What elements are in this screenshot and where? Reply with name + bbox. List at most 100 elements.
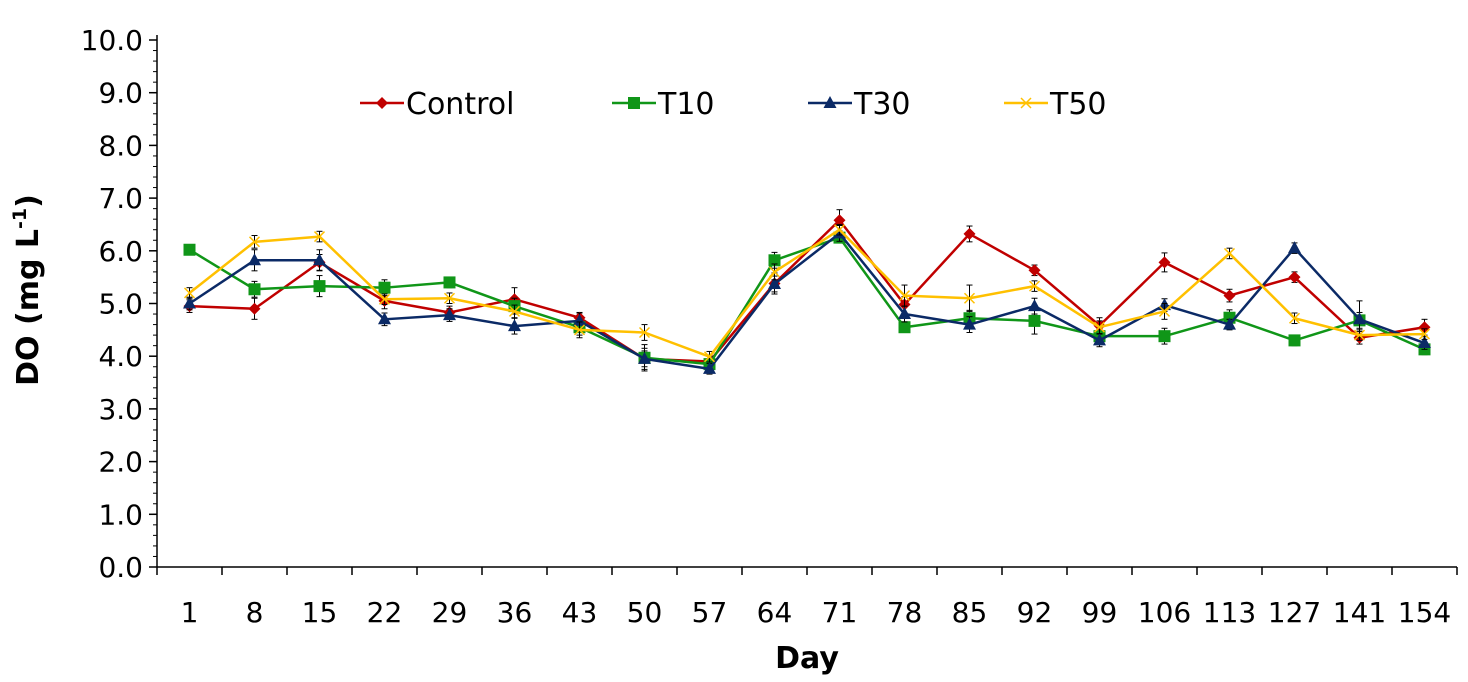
data-point bbox=[1158, 256, 1171, 269]
data-point bbox=[1223, 247, 1236, 259]
x-tick-label: 106 bbox=[1138, 596, 1191, 629]
y-axis-title-main: DO (mg L bbox=[11, 229, 46, 386]
series-layer bbox=[183, 209, 1431, 375]
x-marker-stroke bbox=[1093, 321, 1106, 333]
data-point bbox=[1028, 299, 1041, 312]
series-control bbox=[183, 209, 1431, 370]
x-tick-label: 78 bbox=[887, 596, 923, 629]
data-point bbox=[183, 296, 196, 309]
x-marker-stroke bbox=[1418, 328, 1431, 340]
data-point bbox=[443, 292, 456, 304]
legend-entry-control: Control bbox=[360, 87, 514, 122]
data-point bbox=[248, 253, 261, 266]
x-marker-stroke bbox=[183, 287, 196, 299]
data-point bbox=[898, 307, 911, 320]
data-point bbox=[1353, 329, 1366, 341]
y-tick-label: 3.0 bbox=[98, 393, 143, 426]
data-point bbox=[573, 324, 586, 336]
x-marker-stroke bbox=[378, 293, 391, 305]
x-marker-stroke bbox=[1028, 280, 1041, 292]
series-line bbox=[188, 236, 1426, 366]
data-point bbox=[443, 276, 456, 289]
x-axis-title: Day bbox=[775, 641, 839, 676]
data-point bbox=[1223, 317, 1236, 330]
legend-label: T10 bbox=[657, 87, 715, 122]
legend-entry-t30: T30 bbox=[808, 87, 911, 122]
y-tick-label: 6.0 bbox=[98, 235, 143, 268]
data-point bbox=[508, 305, 521, 317]
data-point bbox=[1028, 280, 1041, 292]
legend-entry-t50: T50 bbox=[1004, 87, 1107, 122]
x-marker-stroke bbox=[768, 266, 781, 278]
x-tick-label: 64 bbox=[757, 596, 793, 629]
x-tick-label: 36 bbox=[497, 596, 533, 629]
x-marker-stroke bbox=[833, 224, 846, 236]
x-tick-label: 113 bbox=[1203, 596, 1256, 629]
x-tick-label: 127 bbox=[1268, 596, 1321, 629]
x-tick-label: 154 bbox=[1398, 596, 1451, 629]
data-point bbox=[313, 231, 326, 243]
legend-entry-t10: T10 bbox=[612, 87, 715, 122]
series-t50 bbox=[183, 223, 1431, 363]
data-point bbox=[703, 351, 716, 363]
y-tick-label: 7.0 bbox=[98, 182, 143, 215]
legend-swatch-marker bbox=[376, 97, 388, 109]
y-tick-label: 9.0 bbox=[98, 77, 143, 110]
x-marker-stroke bbox=[1353, 329, 1366, 341]
data-point bbox=[378, 293, 391, 305]
data-point bbox=[638, 351, 651, 364]
x-tick-label: 50 bbox=[627, 596, 663, 629]
data-point bbox=[1223, 289, 1236, 302]
data-point bbox=[1158, 305, 1171, 317]
data-point bbox=[1418, 336, 1431, 349]
data-point bbox=[703, 361, 716, 374]
data-point bbox=[508, 319, 521, 332]
y-tick-label: 10.0 bbox=[81, 24, 143, 57]
x-tick-label: 71 bbox=[822, 596, 858, 629]
data-point bbox=[833, 214, 846, 227]
data-point bbox=[963, 317, 976, 330]
data-point bbox=[248, 236, 261, 248]
legend-swatch-marker bbox=[823, 96, 837, 108]
legend-label: T30 bbox=[853, 87, 911, 122]
data-point bbox=[768, 277, 781, 290]
legend-swatch-marker bbox=[628, 97, 640, 109]
y-axis-title-superscript: -1 bbox=[9, 208, 31, 229]
data-point bbox=[1288, 241, 1301, 254]
x-marker-stroke bbox=[443, 292, 456, 304]
x-tick-label: 92 bbox=[1017, 596, 1053, 629]
data-point bbox=[833, 224, 846, 236]
x-tick-label: 141 bbox=[1333, 596, 1386, 629]
data-point bbox=[378, 281, 391, 294]
x-marker-stroke bbox=[898, 290, 911, 302]
data-point bbox=[963, 292, 976, 304]
y-tick-label: 0.0 bbox=[98, 551, 143, 584]
x-marker-stroke bbox=[703, 351, 716, 363]
series-line bbox=[188, 228, 1425, 358]
series-line bbox=[188, 232, 1425, 371]
y-tick-label: 1.0 bbox=[98, 498, 143, 531]
data-point bbox=[248, 302, 261, 315]
legend-label: Control bbox=[406, 87, 514, 122]
x-marker-stroke bbox=[248, 236, 261, 248]
x-marker-stroke bbox=[1158, 305, 1171, 317]
data-point bbox=[573, 313, 586, 326]
y-tick-label: 2.0 bbox=[98, 446, 143, 479]
data-point bbox=[183, 287, 196, 299]
data-point bbox=[638, 326, 651, 339]
x-tick-label: 1 bbox=[181, 596, 199, 629]
x-marker-stroke bbox=[508, 305, 521, 317]
data-point bbox=[443, 308, 456, 321]
data-point bbox=[1288, 312, 1301, 324]
x-tick-label: 22 bbox=[367, 596, 403, 629]
x-tick-label: 85 bbox=[952, 596, 988, 629]
x-tick-label: 57 bbox=[692, 596, 728, 629]
y-axis-title-suffix: ) bbox=[11, 194, 46, 208]
x-marker-stroke bbox=[963, 292, 976, 304]
y-tick-label: 8.0 bbox=[98, 129, 143, 162]
data-point bbox=[1288, 334, 1301, 347]
x-marker-stroke bbox=[1020, 97, 1032, 109]
data-point bbox=[313, 253, 326, 266]
data-point bbox=[1418, 328, 1431, 340]
